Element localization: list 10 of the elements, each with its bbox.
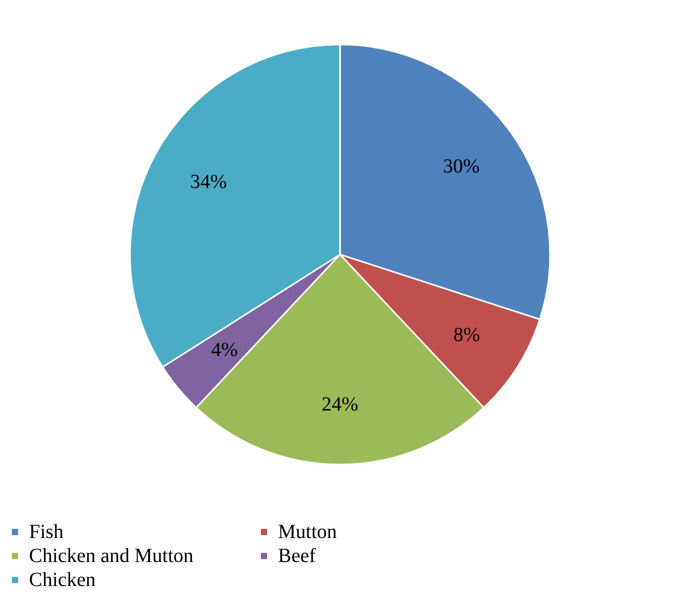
legend-label: Beef [278, 545, 316, 567]
legend-label: Mutton [278, 521, 337, 543]
data-label: 30% [443, 155, 480, 178]
legend-label: Chicken [29, 569, 96, 591]
legend-label: Fish [29, 521, 64, 543]
data-label: 24% [322, 394, 358, 416]
data-label: 8% [453, 324, 480, 346]
data-label: 34% [190, 171, 227, 194]
data-label: 4% [211, 339, 238, 362]
legend-label: Chicken and Mutton [29, 545, 194, 567]
